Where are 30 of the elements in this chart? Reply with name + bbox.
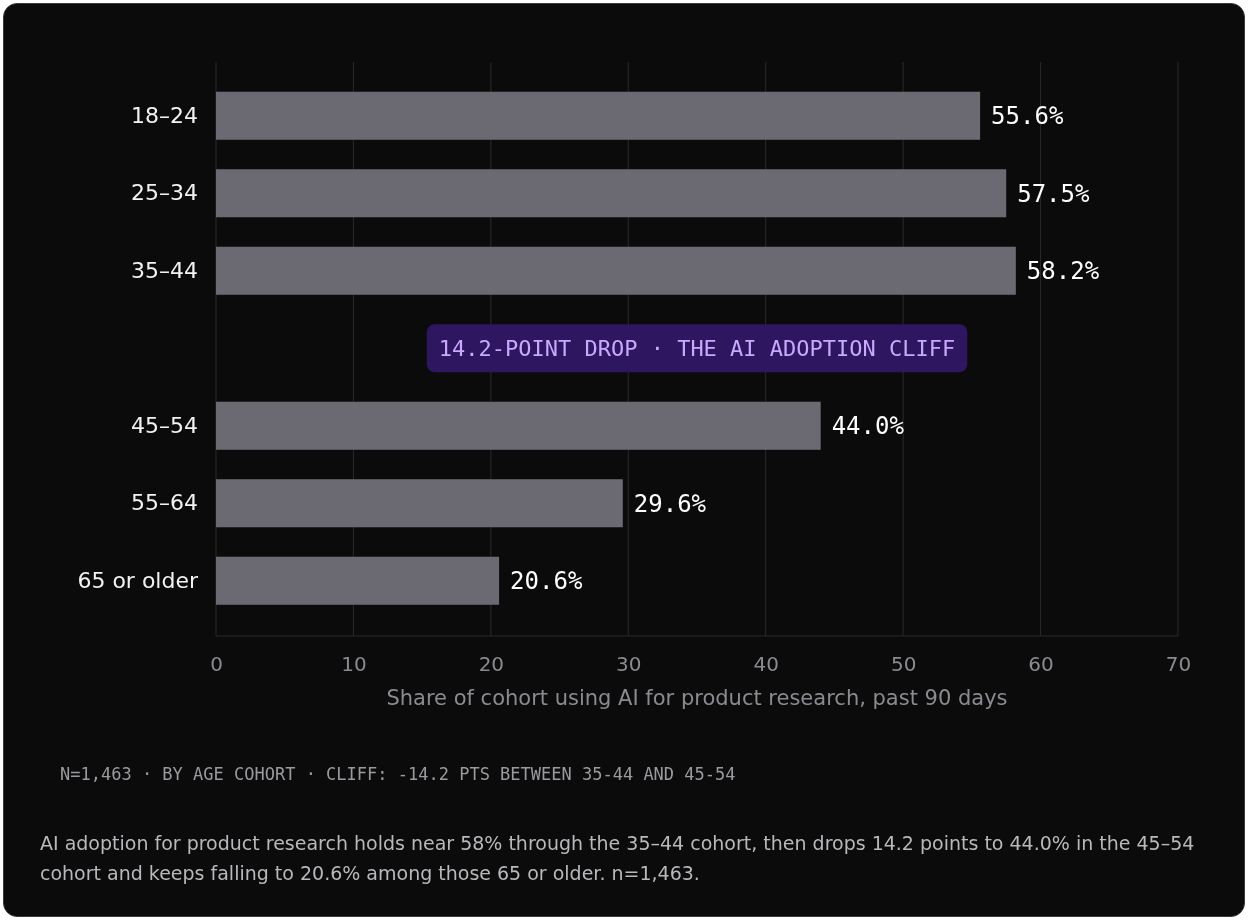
y-tick-label: 18–24 <box>131 102 198 128</box>
x-tick-label: 40 <box>753 652 779 677</box>
x-tick-label: 60 <box>1028 652 1054 677</box>
data-label: 29.6% <box>633 489 707 518</box>
y-tick-label: 55–64 <box>131 490 198 516</box>
bar <box>216 246 1016 295</box>
text: AI adoption for product research holds near 58% through the 35–44 cohort, then drops 14.2 points to 44.0% in the 45–54 cohort and keeps falling to 20.6% among those 65 or older. n=1,463. <box>40 831 1196 886</box>
annotation: 14.2-POINT DROP · THE AI ADOPTION CLIFF <box>438 335 956 361</box>
text: N=1,463 · BY AGE COHORT · CLIFF: -14.2 PTS BETWEEN 35-44 AND 45-54 <box>60 764 736 784</box>
x-tick-label: 70 <box>1165 652 1192 677</box>
data-label: 55.6% <box>991 102 1064 131</box>
x-axis-title: Share of cohort using AI for product research, past 90 days <box>386 686 1008 710</box>
x-tick-label: 50 <box>890 652 917 677</box>
x-tick-label: 10 <box>341 652 367 677</box>
bar <box>216 556 500 605</box>
bar <box>216 91 981 140</box>
x-tick-label: 30 <box>616 652 642 677</box>
y-tick-label: 35–44 <box>131 257 198 283</box>
y-tick-label: 25–34 <box>131 180 198 206</box>
data-label: 20.6% <box>510 567 583 596</box>
x-tick-label: 20 <box>478 652 505 677</box>
bar <box>216 401 821 450</box>
y-tick-label: 45–54 <box>131 412 198 438</box>
x-tick-label: 0 <box>210 652 223 677</box>
data-label: 58.2% <box>1026 257 1100 286</box>
bar <box>216 169 1007 218</box>
y-tick-label: 65 or older <box>77 567 199 593</box>
data-label: 57.5% <box>1017 179 1091 208</box>
bar <box>216 479 623 528</box>
data-label: 44.0% <box>831 412 905 441</box>
